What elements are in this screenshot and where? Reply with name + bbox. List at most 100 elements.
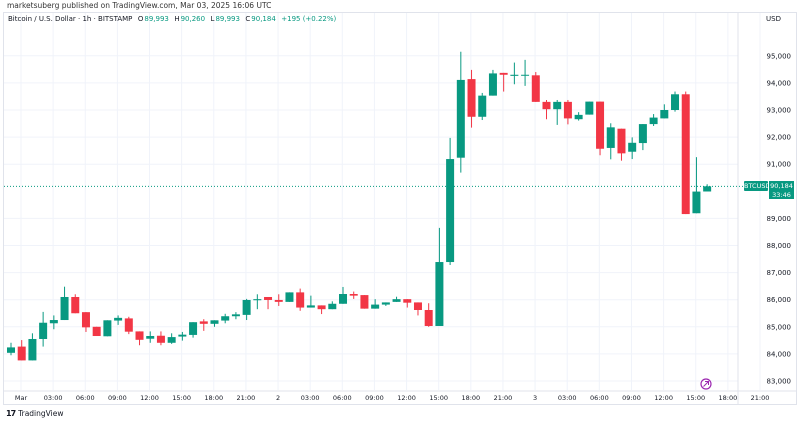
candle-body <box>435 262 444 326</box>
price-tick-label: 94,000 <box>767 79 792 87</box>
candle-up <box>671 91 680 112</box>
candle-body <box>39 322 48 339</box>
candle-body <box>49 320 58 324</box>
candle-body <box>221 316 230 321</box>
close-label: C <box>245 15 251 23</box>
candle-up <box>210 320 219 327</box>
candle-body <box>339 294 348 304</box>
brand-name: TradingView <box>18 409 64 418</box>
price-tick-label: 88,000 <box>767 242 792 250</box>
candle-up <box>628 137 637 160</box>
candle-down <box>199 319 208 331</box>
time-tick-label: 09:00 <box>622 394 641 402</box>
candle-down <box>681 91 690 215</box>
candle-up <box>703 184 712 192</box>
candle-up <box>660 104 669 119</box>
candle-body <box>124 318 133 332</box>
candle-up <box>510 62 519 85</box>
candle-body <box>606 127 615 148</box>
candle-up <box>242 298 251 321</box>
time-tick-label: 15:00 <box>686 394 705 402</box>
time-tick-label: 12:00 <box>397 394 416 402</box>
candle-body <box>81 312 90 328</box>
symbol-description[interactable]: Bitcoin / U.S. Dollar · 1h · BITSTAMP <box>8 15 133 23</box>
candle-down <box>135 331 144 346</box>
candle-down <box>81 312 90 332</box>
candle-up <box>371 299 380 309</box>
candle-body <box>617 128 626 154</box>
candle-up <box>381 302 390 306</box>
candle-up <box>456 51 465 173</box>
candle-down <box>296 288 305 311</box>
candle-up <box>585 101 594 115</box>
candle-up <box>39 311 48 347</box>
time-tick-label: 09:00 <box>108 394 127 402</box>
candle-down <box>17 340 26 361</box>
candle-up <box>221 313 230 324</box>
candle-body <box>371 304 380 309</box>
tradingview-brand[interactable]: 17 TradingView <box>6 409 63 418</box>
time-tick-label: 06:00 <box>333 394 352 402</box>
candle-body <box>553 101 562 110</box>
candle-body <box>510 74 519 76</box>
time-tick-label: 21:00 <box>494 394 513 402</box>
candle-body <box>328 303 337 310</box>
open-label: O <box>137 15 144 23</box>
candle-down <box>274 294 283 306</box>
time-tick-label: 12:00 <box>654 394 673 402</box>
price-axis: 95,000 94,000 93,000 92,000 91,000 89,000 88,0… <box>767 52 792 385</box>
candle-body <box>189 322 198 335</box>
candle-up <box>339 286 348 304</box>
candle-up <box>103 320 112 337</box>
time-tick-label: 03:00 <box>301 394 320 402</box>
candle-up <box>178 331 187 341</box>
candle-down <box>596 101 605 156</box>
time-tick-label: 21:00 <box>751 394 770 402</box>
time-axis: Mar 03:00 06:00 09:00 12:00 15:00 18:00 21:00 2 0… <box>15 394 769 402</box>
candle-body <box>521 74 530 76</box>
price-tick-label: 84,000 <box>767 350 792 358</box>
time-tick-label: 03:00 <box>558 394 577 402</box>
candle-body <box>413 302 422 310</box>
candle-body <box>285 292 294 302</box>
symbol-legend: Bitcoin / U.S. Dollar · 1h · BITSTAMP O8… <box>8 15 337 23</box>
price-tick-label: 83,000 <box>767 378 792 386</box>
last-price-tag: 90,184 33:46 <box>769 181 794 199</box>
candle-body <box>499 72 508 75</box>
candle-up <box>306 295 315 308</box>
candle-body <box>563 101 572 119</box>
symbol-price-tag: BTCUSD <box>744 181 771 191</box>
candle-body <box>649 117 658 125</box>
time-tick-label: 18:00 <box>204 394 223 402</box>
time-tick-label: 3 <box>533 394 537 402</box>
candle-down <box>467 69 476 128</box>
candle-down <box>264 296 273 310</box>
candle-body <box>28 338 37 361</box>
event-marker-icon[interactable] <box>700 378 712 390</box>
close-value: 90,184 <box>251 15 276 23</box>
candle-up <box>49 315 58 330</box>
price-tick-label: 86,000 <box>767 296 792 304</box>
candle-body <box>392 299 401 302</box>
candle-body <box>660 110 669 119</box>
candle-down <box>71 294 80 314</box>
currency-label[interactable]: USD <box>766 15 781 23</box>
candle-body <box>103 320 112 337</box>
candle-body <box>306 305 315 308</box>
time-tick-label: 15:00 <box>429 394 448 402</box>
candle-body <box>60 296 69 321</box>
candle-body <box>296 292 305 308</box>
candle-up <box>521 59 530 86</box>
candle-body <box>446 159 455 263</box>
high-label: H <box>174 15 180 23</box>
time-tick-label: 03:00 <box>44 394 63 402</box>
high-value: 90,260 <box>180 15 206 23</box>
time-tick-label: 06:00 <box>76 394 95 402</box>
price-tick-label: 89,000 <box>767 215 792 223</box>
time-tick-label: 12:00 <box>140 394 159 402</box>
candle-down <box>424 303 433 327</box>
candle-body <box>7 347 15 353</box>
bar-countdown: 33:46 <box>772 190 791 199</box>
candle-body <box>178 334 187 337</box>
